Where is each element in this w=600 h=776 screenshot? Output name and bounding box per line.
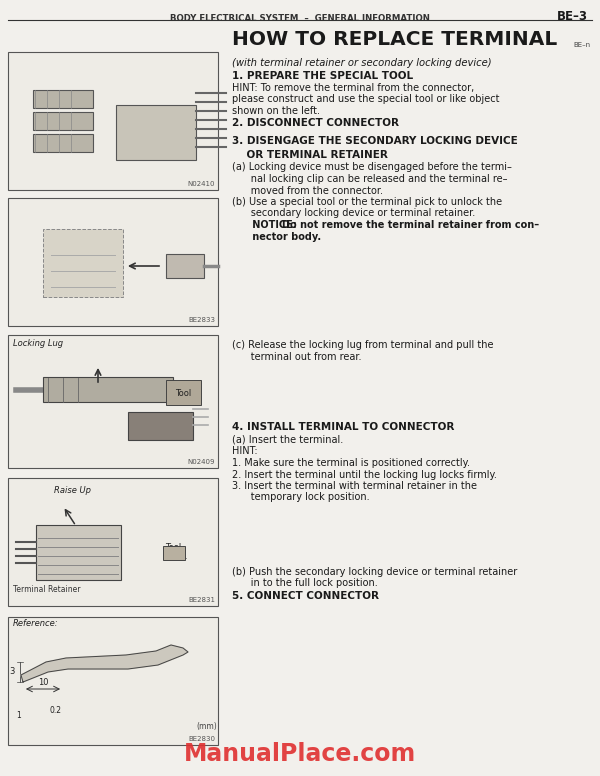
Bar bbox=[116, 105, 196, 160]
Text: 5. CONNECT CONNECTOR: 5. CONNECT CONNECTOR bbox=[232, 591, 379, 601]
Text: 2. DISCONNECT CONNECTOR: 2. DISCONNECT CONNECTOR bbox=[232, 119, 399, 129]
Text: (a) Insert the terminal.: (a) Insert the terminal. bbox=[232, 435, 343, 445]
Text: NOTICE:: NOTICE: bbox=[232, 220, 300, 230]
Text: in to the full lock position.: in to the full lock position. bbox=[232, 578, 378, 588]
Text: 1. PREPARE THE SPECIAL TOOL: 1. PREPARE THE SPECIAL TOOL bbox=[232, 71, 413, 81]
Bar bbox=[8, 335, 218, 468]
Text: HINT: To remove the terminal from the connector,: HINT: To remove the terminal from the co… bbox=[232, 83, 474, 93]
Text: HOW TO REPLACE TERMINAL: HOW TO REPLACE TERMINAL bbox=[232, 30, 557, 49]
Text: moved from the connector.: moved from the connector. bbox=[232, 185, 383, 196]
Bar bbox=[8, 198, 218, 326]
Text: Tool: Tool bbox=[165, 543, 181, 553]
Bar bbox=[43, 229, 123, 297]
Text: please construct and use the special tool or like object: please construct and use the special too… bbox=[232, 95, 499, 105]
Bar bbox=[33, 90, 93, 108]
Text: 2. Insert the terminal until the locking lug locks firmly.: 2. Insert the terminal until the locking… bbox=[232, 469, 497, 480]
Text: 1. Make sure the terminal is positioned correctly.: 1. Make sure the terminal is positioned … bbox=[232, 458, 470, 468]
Text: (c) Release the locking lug from terminal and pull the: (c) Release the locking lug from termina… bbox=[232, 340, 493, 350]
Text: BODY ELECTRICAL SYSTEM  –  GENERAL INFORMATION: BODY ELECTRICAL SYSTEM – GENERAL INFORMA… bbox=[170, 14, 430, 23]
Text: 0.2: 0.2 bbox=[50, 706, 62, 715]
Text: Locking Lug: Locking Lug bbox=[13, 339, 63, 348]
Bar bbox=[33, 112, 93, 130]
Text: secondary locking device or terminal retainer.: secondary locking device or terminal ret… bbox=[232, 209, 475, 219]
Text: terminal out from rear.: terminal out from rear. bbox=[232, 352, 361, 362]
Text: BE–n: BE–n bbox=[573, 42, 590, 48]
Bar bbox=[166, 380, 201, 405]
Text: Reference:: Reference: bbox=[13, 619, 59, 628]
Text: BE2833: BE2833 bbox=[188, 317, 215, 323]
Text: BE–3: BE–3 bbox=[557, 10, 588, 23]
Text: N02409: N02409 bbox=[187, 459, 215, 465]
Bar bbox=[8, 52, 218, 190]
Text: ManualPlace.com: ManualPlace.com bbox=[184, 742, 416, 766]
Bar bbox=[36, 525, 121, 580]
Text: 10: 10 bbox=[38, 678, 48, 687]
Text: Do not remove the terminal retainer from con–: Do not remove the terminal retainer from… bbox=[282, 220, 539, 230]
Text: Terminal Retainer: Terminal Retainer bbox=[13, 585, 80, 594]
Bar bbox=[163, 546, 185, 560]
Text: Raise Up: Raise Up bbox=[55, 486, 91, 495]
Bar bbox=[8, 617, 218, 745]
Text: shown on the left.: shown on the left. bbox=[232, 106, 320, 116]
Text: (b) Push the secondary locking device or terminal retainer: (b) Push the secondary locking device or… bbox=[232, 567, 517, 577]
Bar bbox=[43, 377, 173, 402]
Bar bbox=[8, 478, 218, 606]
Text: Tool: Tool bbox=[175, 389, 191, 397]
Text: BE2831: BE2831 bbox=[188, 597, 215, 603]
Text: (mm): (mm) bbox=[196, 722, 217, 731]
Text: nal locking clip can be released and the terminal re–: nal locking clip can be released and the… bbox=[232, 174, 508, 184]
Text: 3. DISENGAGE THE SECONDARY LOCKING DEVICE: 3. DISENGAGE THE SECONDARY LOCKING DEVIC… bbox=[232, 137, 518, 147]
Text: (with terminal retainer or secondary locking device): (with terminal retainer or secondary loc… bbox=[232, 58, 491, 68]
Text: N02410: N02410 bbox=[187, 181, 215, 187]
Polygon shape bbox=[21, 645, 188, 682]
Text: 3. Insert the terminal with terminal retainer in the: 3. Insert the terminal with terminal ret… bbox=[232, 481, 477, 491]
Text: 3: 3 bbox=[10, 667, 15, 677]
Text: BE2830: BE2830 bbox=[188, 736, 215, 742]
Text: temporary lock position.: temporary lock position. bbox=[232, 493, 370, 503]
Text: nector body.: nector body. bbox=[232, 231, 321, 241]
Text: (b) Use a special tool or the terminal pick to unlock the: (b) Use a special tool or the terminal p… bbox=[232, 197, 502, 207]
Text: 4. INSTALL TERMINAL TO CONNECTOR: 4. INSTALL TERMINAL TO CONNECTOR bbox=[232, 422, 454, 432]
Text: HINT:: HINT: bbox=[232, 446, 257, 456]
Text: OR TERMINAL RETAINER: OR TERMINAL RETAINER bbox=[232, 150, 388, 160]
Text: (a) Locking device must be disengaged before the termi–: (a) Locking device must be disengaged be… bbox=[232, 162, 512, 172]
Bar bbox=[128, 412, 193, 440]
Text: 1: 1 bbox=[16, 711, 21, 720]
Bar bbox=[33, 134, 93, 152]
Bar bbox=[166, 254, 204, 278]
